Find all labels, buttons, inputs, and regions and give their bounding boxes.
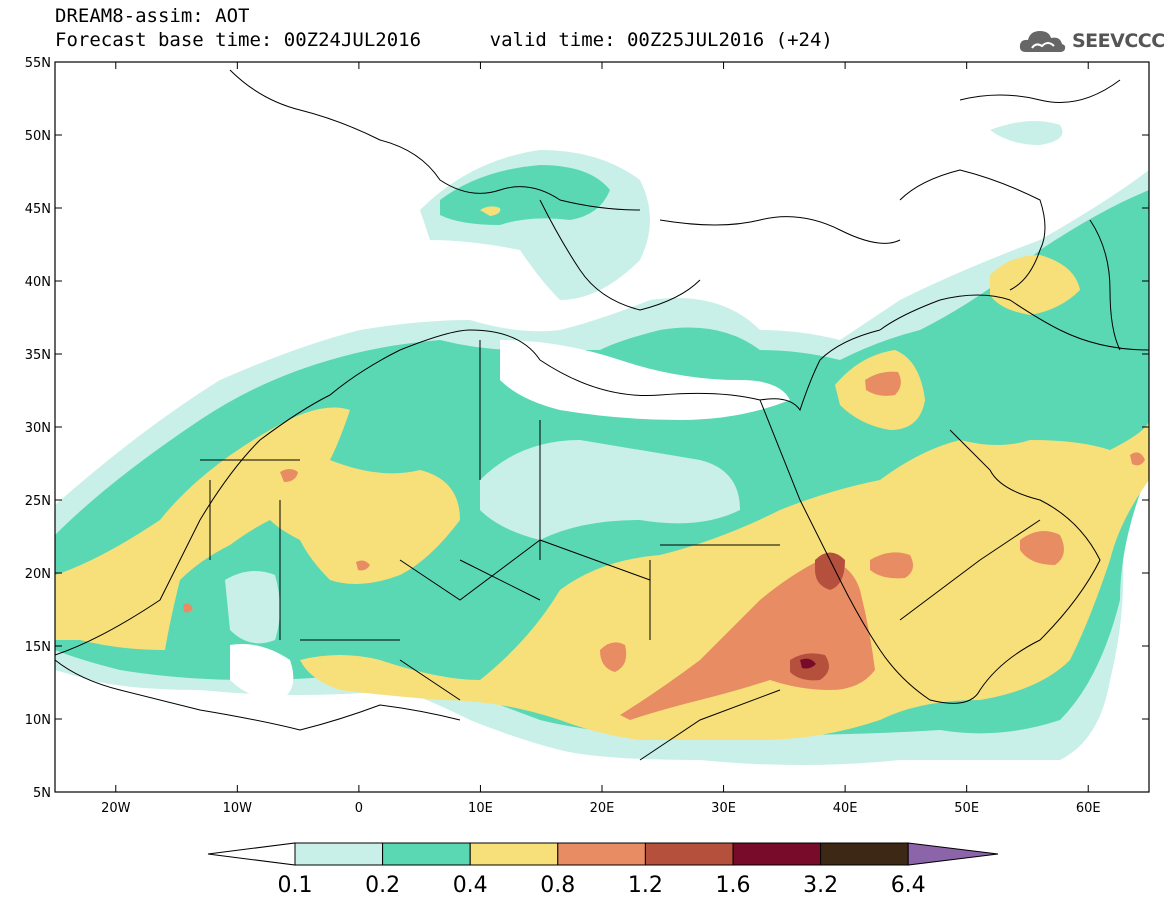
lon-tick-label: 50E bbox=[954, 801, 979, 816]
colorbar-label: 6.4 bbox=[891, 873, 926, 898]
aot-band-0.4-sahel bbox=[300, 420, 1149, 740]
cloud-icon bbox=[1019, 31, 1066, 52]
lon-tick-label: 20E bbox=[590, 801, 615, 816]
aot-band-0.4-west bbox=[55, 407, 460, 650]
colorbar-swatch bbox=[557, 842, 646, 866]
aot-hole-mali bbox=[225, 571, 280, 644]
colorbar-arrow-low bbox=[207, 842, 296, 866]
colorbar-label: 1.2 bbox=[628, 873, 663, 898]
forecast-time-subtitle: Forecast base time: 00Z24JUL2016 valid t… bbox=[55, 29, 833, 51]
lon-tick-label: 20W bbox=[101, 801, 131, 816]
lat-tick-label: 5N bbox=[33, 786, 51, 801]
lat-tick-label: 15N bbox=[25, 640, 51, 655]
colorbar: 0.1 0.2 0.4 0.8 1.2 1.6 3.2 6.4 bbox=[207, 842, 999, 898]
lon-tick-label: 10W bbox=[223, 801, 253, 816]
lon-tick-label: 40E bbox=[833, 801, 858, 816]
aot-hole-libya bbox=[480, 440, 740, 540]
aot-band-0.8-oman bbox=[1020, 531, 1064, 565]
aot-field bbox=[55, 121, 1149, 765]
lat-tick-label: 40N bbox=[25, 275, 51, 290]
colorbar-swatch bbox=[469, 842, 559, 866]
aot-band-0.1-ne bbox=[990, 121, 1063, 145]
lon-tick-label: 60E bbox=[1076, 801, 1101, 816]
aot-band-0.8-chad bbox=[600, 642, 627, 672]
aot-band-0.8-gulf bbox=[1130, 452, 1145, 466]
colorbar-swatch bbox=[820, 842, 909, 866]
lat-tick-label: 25N bbox=[25, 494, 51, 509]
aot-band-0.8-iraq bbox=[865, 371, 901, 396]
aot-band-1.6 bbox=[800, 658, 816, 669]
aot-band-0.8-w3 bbox=[183, 603, 193, 613]
aot-band-1.2-yemen bbox=[815, 552, 845, 590]
lat-tick-label: 55N bbox=[25, 56, 51, 71]
lat-tick-label: 45N bbox=[25, 202, 51, 217]
colorbar-label: 0.4 bbox=[453, 873, 488, 898]
seevccc-logo: SEEVCCC bbox=[1018, 26, 1165, 56]
aot-band-0.8-yemen bbox=[870, 552, 914, 579]
colorbar-swatch bbox=[294, 842, 384, 866]
lat-tick-label: 30N bbox=[25, 421, 51, 436]
colorbar-label: 0.8 bbox=[540, 873, 575, 898]
aot-band-0.4-caspian bbox=[990, 255, 1080, 315]
logo-text: SEEVCCC bbox=[1072, 30, 1165, 52]
colorbar-swatch bbox=[732, 842, 822, 866]
colorbar-label: 0.1 bbox=[278, 873, 313, 898]
lon-tick-label: 0 bbox=[355, 801, 363, 816]
colorbar-swatch bbox=[644, 842, 734, 866]
colorbar-label: 3.2 bbox=[803, 873, 838, 898]
aot-band-0.8-w2 bbox=[356, 560, 370, 571]
colorbar-label: 1.6 bbox=[716, 873, 751, 898]
aot-band-0.8-w1 bbox=[280, 469, 298, 482]
latitude-axis: 55N 50N 45N 40N 35N 30N 25N 20N 15N 10N 5N bbox=[25, 56, 1149, 801]
longitude-axis: 20W 10W 0 10E 20E 30E 40E 50E 60E bbox=[101, 62, 1101, 816]
lon-tick-label: 30E bbox=[711, 801, 736, 816]
lat-tick-label: 35N bbox=[25, 348, 51, 363]
aot-band-0.4-italy bbox=[480, 206, 501, 216]
lon-tick-label: 10E bbox=[468, 801, 493, 816]
lat-tick-label: 10N bbox=[25, 713, 51, 728]
colorbar-swatch bbox=[382, 842, 471, 866]
aot-hole-med bbox=[500, 340, 790, 420]
map-title: DREAM8-assim: AOT bbox=[55, 5, 250, 27]
colorbar-label: 0.2 bbox=[365, 873, 400, 898]
lat-tick-label: 50N bbox=[25, 129, 51, 144]
lat-tick-label: 20N bbox=[25, 567, 51, 582]
colorbar-arrow-high bbox=[907, 842, 999, 866]
coastlines bbox=[55, 69, 1149, 761]
aot-hole-guinea bbox=[230, 644, 294, 700]
